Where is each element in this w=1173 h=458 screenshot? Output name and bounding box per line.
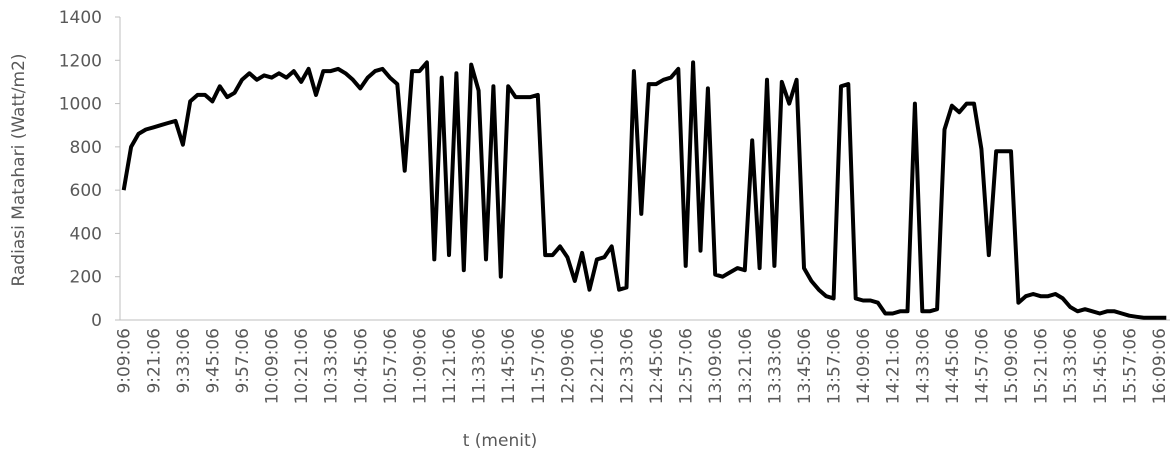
y-axis-title: Radiasi Matahari (Watt/m2) [9,53,29,286]
x-tick-label: 12:57:06 [677,328,697,404]
x-tick-label: 15:57:06 [1120,328,1140,404]
y-tick-label: 200 [70,268,102,288]
x-tick-label: 14:09:06 [854,328,874,404]
x-tick-label: 13:21:06 [736,328,756,404]
x-tick-label: 12:09:06 [558,328,578,404]
x-tick-label: 11:33:06 [470,328,490,404]
y-tick-label: 1400 [59,8,102,28]
x-tick-label: 15:33:06 [1061,328,1081,404]
x-tick-label: 14:45:06 [943,328,963,404]
x-tick-label: 11:09:06 [410,328,430,404]
x-tick-label: 10:45:06 [351,328,371,404]
x-tick-label: 11:45:06 [499,328,519,404]
x-tick-label: 15:21:06 [1032,328,1052,404]
x-tick-label: 12:45:06 [647,328,667,404]
x-tick-label: 14:33:06 [913,328,933,404]
x-tick-label: 10:21:06 [292,328,312,404]
y-tick-label: 1200 [59,51,102,71]
x-axis-title: t (menit) [463,431,538,451]
x-tick-label: 10:09:06 [263,328,283,404]
x-tick-label: 10:33:06 [322,328,342,404]
y-tick-label: 400 [70,224,102,244]
x-tick-label: 9:33:06 [174,328,194,394]
x-tick-label: 14:21:06 [884,328,904,404]
x-tick-label: 16:09:06 [1150,328,1170,404]
y-tick-label: 0 [91,311,102,331]
x-tick-label: 12:21:06 [588,328,608,404]
y-tick-label: 800 [70,138,102,158]
x-tick-label: 13:33:06 [765,328,785,404]
x-tick-label: 13:09:06 [706,328,726,404]
x-tick-label: 13:45:06 [795,328,815,404]
x-tick-label: 11:57:06 [529,328,549,404]
y-tick-label: 600 [70,181,102,201]
x-tick-label: 15:09:06 [1002,328,1022,404]
x-tick-label: 12:33:06 [618,328,638,404]
x-tick-label: 11:21:06 [440,328,460,404]
series-line [121,60,1167,320]
x-tick-label: 14:57:06 [972,328,992,404]
x-tick-label: 10:57:06 [381,328,401,404]
x-tick-label: 9:57:06 [233,328,253,394]
x-tick-label: 15:45:06 [1091,328,1111,404]
x-tick-label: 9:09:06 [115,328,135,394]
y-tick-label: 1000 [59,95,102,115]
x-tick-label: 9:45:06 [203,328,223,394]
x-tick-label: 13:57:06 [825,328,845,404]
x-tick-label: 9:21:06 [144,328,164,394]
